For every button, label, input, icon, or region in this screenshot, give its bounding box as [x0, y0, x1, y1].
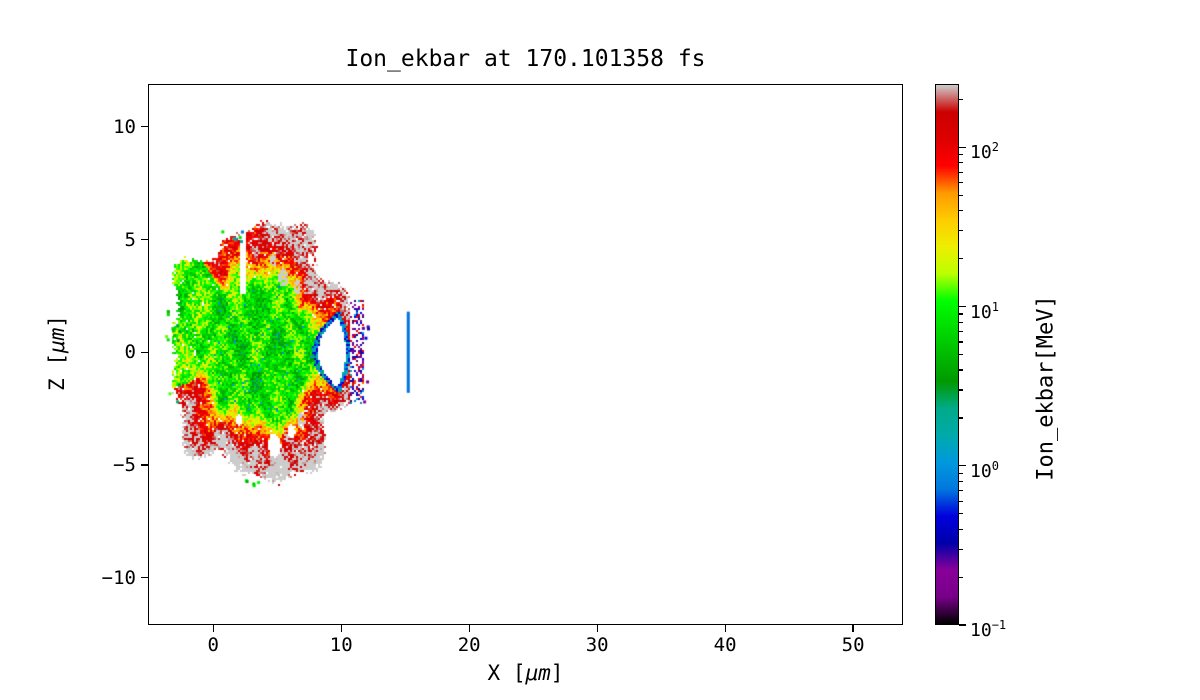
- x-axis-label-suffix: ]: [550, 661, 564, 685]
- y-axis-tick: [141, 464, 148, 466]
- colorbar-tick-label: 102: [970, 140, 999, 164]
- y-axis-tick-label: −10: [101, 566, 136, 589]
- colorbar-tick-label: 101: [970, 299, 999, 323]
- colorbar-minor-tick: [959, 330, 963, 332]
- colorbar-minor-tick: [959, 341, 963, 343]
- colorbar-minor-tick: [959, 513, 963, 515]
- y-axis-tick: [141, 126, 148, 128]
- colorbar-minor-tick: [959, 417, 963, 419]
- colorbar-minor-tick: [959, 182, 963, 184]
- colorbar-minor-tick: [959, 500, 963, 502]
- colorbar-minor-tick: [959, 489, 963, 492]
- colorbar-minor-tick: [959, 98, 963, 101]
- colorbar-tick: [959, 465, 966, 467]
- x-axis-tick-label: 50: [841, 634, 865, 656]
- colorbar-tick-label: 10−1: [970, 618, 1007, 641]
- colorbar-tick-label: 100: [970, 458, 999, 482]
- y-axis-tick-label: 5: [124, 228, 136, 251]
- colorbar-minor-tick: [959, 480, 963, 482]
- colorbar-tick: [959, 624, 966, 626]
- colorbar-minor-tick: [959, 389, 963, 391]
- heatmap-canvas: [148, 84, 903, 625]
- colorbar-minor-tick: [959, 194, 963, 196]
- colorbar-minor-tick: [959, 472, 963, 474]
- chart-title: Ion_ekbar at 170.101358 fs: [345, 46, 706, 72]
- x-axis-label: X [μm]: [148, 661, 903, 685]
- x-axis-tick: [596, 625, 598, 632]
- y-axis-tick-label: −5: [113, 453, 136, 476]
- colorbar-minor-tick: [959, 162, 963, 164]
- x-axis-label-unit: μm: [525, 661, 551, 685]
- x-axis-label-prefix: X [: [487, 661, 526, 685]
- x-axis-tick-label: 40: [713, 634, 737, 656]
- x-axis-tick: [212, 625, 214, 632]
- colorbar-minor-tick: [959, 321, 963, 323]
- x-axis-tick-label: 30: [585, 634, 609, 656]
- colorbar-minor-tick: [959, 258, 963, 260]
- y-axis-tick: [141, 351, 148, 353]
- colorbar-minor-tick: [959, 548, 963, 550]
- colorbar-minor-tick: [959, 210, 963, 212]
- colorbar: [935, 84, 959, 625]
- x-axis-tick-label: 0: [207, 634, 219, 656]
- colorbar-minor-tick: [959, 576, 963, 578]
- colorbar-tick: [959, 305, 966, 308]
- x-axis-tick: [724, 625, 726, 632]
- colorbar-minor-tick: [959, 230, 963, 232]
- y-axis-tick: [141, 238, 148, 241]
- y-axis-tick-label: 0: [124, 341, 136, 364]
- x-axis-tick: [468, 625, 470, 632]
- colorbar-minor-tick: [959, 369, 963, 371]
- colorbar-minor-tick: [959, 528, 963, 530]
- colorbar-minor-tick: [959, 354, 963, 356]
- colorbar-minor-tick: [959, 154, 963, 156]
- colorbar-minor-tick: [959, 313, 963, 315]
- x-axis-tick-label: 20: [457, 634, 481, 656]
- y-axis-tick-label: 10: [113, 115, 136, 138]
- x-axis-tick-label: 10: [329, 634, 353, 656]
- colorbar-minor-tick: [959, 171, 963, 173]
- y-axis-tick: [141, 577, 148, 579]
- y-axis-label-suffix: ]: [45, 315, 69, 328]
- x-axis-tick: [852, 625, 854, 632]
- colorbar-label: Ion_ekbar[MeV]: [1033, 295, 1059, 481]
- colorbar-tick: [959, 146, 966, 148]
- x-axis-tick: [340, 625, 342, 632]
